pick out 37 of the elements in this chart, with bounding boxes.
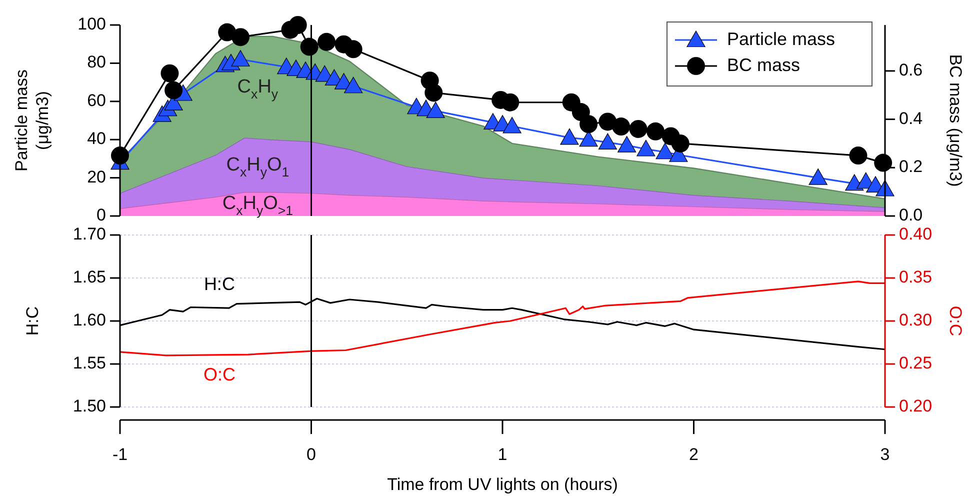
y2-tick-label: 0.35 [899, 267, 932, 286]
legend-label: Particle mass [727, 28, 836, 49]
y-axis-title: Particle mass (μg/m3) [12, 69, 52, 172]
y2-tick-label: 0.2 [899, 157, 923, 176]
legend-label: BC mass [727, 54, 800, 75]
y-tick-label: 1.70 [72, 224, 106, 244]
y-tick-label: 60 [87, 90, 106, 110]
y2-tick-label: 0.0 [899, 205, 923, 224]
y-tick-label: 1.55 [72, 353, 106, 372]
y2-tick-label: 0.6 [899, 60, 923, 80]
y-axis-title: H:C [23, 306, 42, 336]
x-tick-label: 1 [498, 445, 508, 464]
x-tick-label: -1 [112, 445, 128, 464]
y2-tick-label: 0.20 [899, 396, 932, 416]
series-label: C$_{x}$H$_{y}$O$_{>1}$ [222, 193, 294, 218]
y-tick-label: 0 [96, 205, 106, 224]
y-tick-label: 1.65 [72, 267, 106, 286]
y2-tick-label: 0.4 [899, 108, 923, 128]
series-label: O:C [203, 364, 236, 385]
y2-axis-title: O:C [946, 306, 965, 336]
x-tick-label: 3 [880, 445, 890, 464]
y2-tick-label: 0.40 [899, 224, 932, 244]
x-tick-label: 2 [689, 445, 698, 464]
x-axis-title: Time from UV lights on (hours) [387, 475, 618, 494]
y-tick-label: 1.50 [72, 396, 106, 416]
y-tick-label: 20 [87, 167, 106, 186]
y-tick-label: 40 [87, 129, 106, 148]
series-label: C$_{x}$H$_{y}$O$_{1}$ [226, 154, 290, 180]
series-label: C$_{x}$H$_{y}$ [237, 76, 278, 102]
y-tick-label: 80 [87, 52, 106, 72]
series-label: H:C [204, 274, 235, 294]
y2-tick-label: 0.30 [899, 310, 932, 330]
y-tick-label: 100 [78, 14, 106, 34]
y-tick-label: 1.60 [72, 310, 106, 330]
y2-axis-title: BC mass (μg/m3) [946, 54, 965, 187]
y2-tick-label: 0.25 [899, 353, 932, 372]
x-tick-label: 0 [306, 445, 316, 464]
